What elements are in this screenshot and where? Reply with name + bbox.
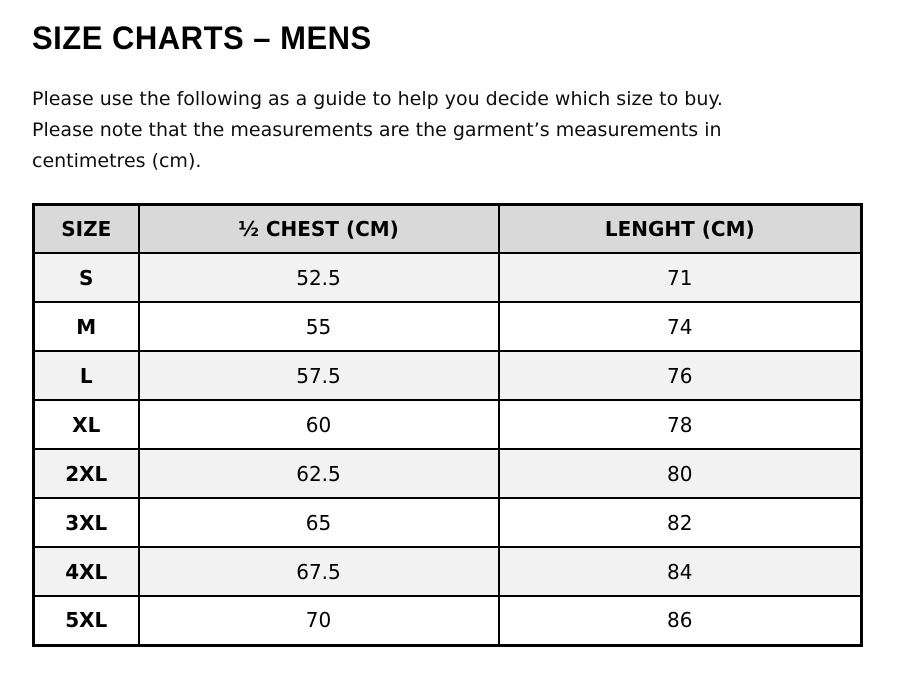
length-cell: 86: [497, 595, 863, 647]
page-title: SIZE CHARTS – MENS: [32, 19, 372, 57]
size-cell: XL: [32, 399, 140, 451]
length-cell: 74: [497, 301, 863, 353]
half-chest-cell: 57.5: [137, 350, 500, 402]
length-cell: 84: [497, 546, 863, 598]
length-cell: 71: [497, 252, 863, 304]
table-row: L 57.5 76: [32, 350, 863, 402]
intro-line: Please note that the measurements are th…: [32, 118, 722, 141]
half-chest-cell: 65: [137, 497, 500, 549]
column-header: SIZE: [32, 203, 140, 255]
column-header: ½ CHEST (CM): [137, 203, 500, 255]
intro-text: Please use the following as a guide to h…: [32, 84, 872, 177]
table-row: 4XL 67.5 84: [32, 546, 863, 598]
table-row: M 55 74: [32, 301, 863, 353]
size-cell: 5XL: [32, 595, 140, 647]
column-header: LENGHT (CM): [497, 203, 863, 255]
half-chest-cell: 55: [137, 301, 500, 353]
table-header-row: SIZE ½ CHEST (CM) LENGHT (CM): [32, 203, 863, 255]
size-chart-table: SIZE ½ CHEST (CM) LENGHT (CM) S 52.5 71 M 55 74…: [32, 202, 863, 647]
half-chest-cell: 70: [137, 595, 500, 647]
size-cell: S: [32, 252, 140, 304]
size-cell: 2XL: [32, 448, 140, 500]
table-row: 2XL 62.5 80: [32, 448, 863, 500]
table-row: S 52.5 71: [32, 252, 863, 304]
intro-line: centimetres (cm).: [32, 149, 202, 172]
half-chest-cell: 60: [137, 399, 500, 451]
half-chest-cell: 62.5: [137, 448, 500, 500]
size-cell: L: [32, 350, 140, 402]
size-table-body: S 52.5 71 M 55 74 L 57.5 76 XL 60 78 2XL 62.5 80 3XL 65 8…: [32, 252, 863, 647]
size-cell: 3XL: [32, 497, 140, 549]
size-cell: M: [32, 301, 140, 353]
intro-line: Please use the following as a guide to h…: [32, 87, 723, 110]
length-cell: 80: [497, 448, 863, 500]
length-cell: 76: [497, 350, 863, 402]
size-cell: 4XL: [32, 546, 140, 598]
half-chest-cell: 67.5: [137, 546, 500, 598]
table-row: 3XL 65 82: [32, 497, 863, 549]
half-chest-cell: 52.5: [137, 252, 500, 304]
table-row: XL 60 78: [32, 399, 863, 451]
table-row: 5XL 70 86: [32, 595, 863, 647]
length-cell: 78: [497, 399, 863, 451]
length-cell: 82: [497, 497, 863, 549]
